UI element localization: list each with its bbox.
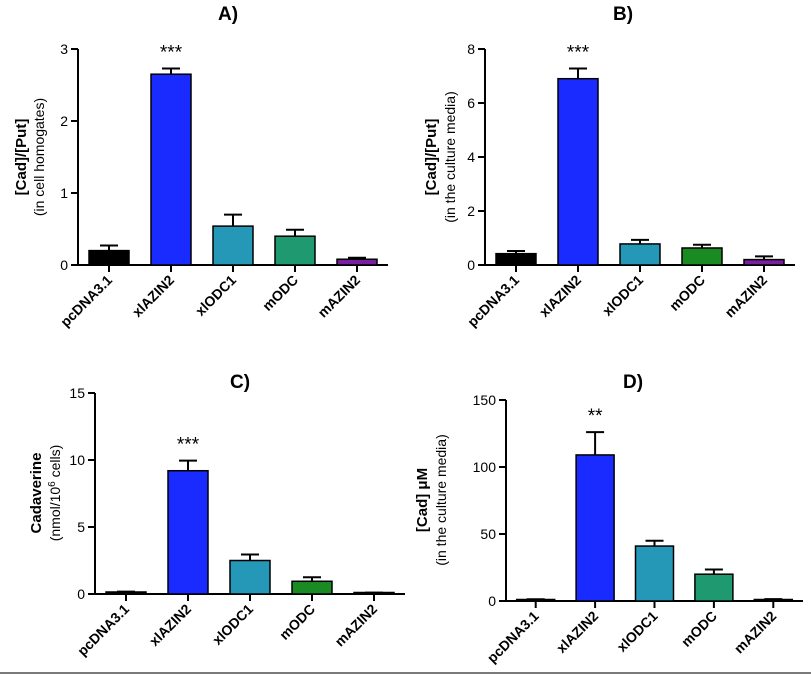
y-tick-label: 8 bbox=[467, 41, 475, 57]
x-tick-label: mAZIN2 bbox=[721, 272, 770, 321]
y-tick-label: 0 bbox=[488, 593, 496, 609]
bar-mODC bbox=[274, 235, 316, 266]
chart-panel-b: B) [Cad]/[Put] (in the culture media) 0 2 4 6 8… bbox=[423, 4, 795, 330]
bar-mAZIN2 bbox=[743, 258, 785, 266]
bar-xlAZIN2 bbox=[150, 73, 192, 266]
x-tick-label: xlAZIN2 bbox=[146, 601, 194, 649]
chart-panel-c: C) Cadaverine (nmol/106 cells) 0 5 10 15 pcDNA3… bbox=[28, 372, 405, 659]
bar-xlODC1 bbox=[229, 559, 271, 595]
bar-pcDNA3.1 bbox=[515, 598, 556, 602]
chart-title: D) bbox=[623, 372, 643, 393]
significance-marker: *** bbox=[160, 42, 183, 63]
bar-xlODC1 bbox=[212, 225, 254, 266]
y-tick-label: 2 bbox=[467, 203, 475, 219]
y-tick-label: 4 bbox=[467, 149, 475, 165]
y-tick-label: 15 bbox=[69, 385, 85, 401]
x-tick-label: xlAZIN2 bbox=[129, 272, 177, 320]
significance-marker: ** bbox=[588, 406, 603, 427]
x-tick-label: pcDNA3.1 bbox=[57, 272, 115, 330]
bar-pcDNA3.1 bbox=[105, 591, 147, 595]
bar-xlAZIN2 bbox=[575, 454, 615, 602]
bar-mODC bbox=[291, 580, 333, 595]
x-tick-label: mODC bbox=[259, 272, 301, 314]
x-tick-label: mAZIN2 bbox=[731, 608, 780, 657]
bar-mAZIN2 bbox=[753, 598, 794, 602]
y-axis-label: [Cad]/[Put] bbox=[13, 119, 30, 196]
y-tick-label: 100 bbox=[473, 459, 497, 475]
bar-pcDNA3.1 bbox=[88, 249, 130, 266]
x-tick-label: mAZIN2 bbox=[314, 272, 363, 321]
y-axis-sublabel: (in the culture media) bbox=[433, 434, 449, 566]
x-tick-label: mODC bbox=[276, 601, 318, 643]
bottom-border bbox=[0, 672, 811, 674]
y-tick-label: 0 bbox=[467, 257, 475, 273]
y-axis-sublabel: (nmol/106 cells) bbox=[47, 445, 64, 542]
bar-xlODC1 bbox=[619, 243, 661, 266]
significance-marker: *** bbox=[567, 42, 590, 63]
significance-marker: *** bbox=[177, 435, 200, 456]
y-tick-label: 150 bbox=[473, 392, 497, 408]
bar-xlAZIN2 bbox=[557, 77, 599, 266]
chart-panel-d: D) [Cad] μM (in the culture media) 0 50 100 15… bbox=[414, 372, 803, 666]
y-axis-label: Cadaverine bbox=[28, 453, 45, 534]
x-tick-label: xlODC1 bbox=[209, 601, 256, 648]
chart-title: A) bbox=[218, 4, 238, 25]
y-tick-label: 1 bbox=[60, 185, 68, 201]
chart-panel-a: A) [Cad]/[Put] (in cell homogates) 0 1 2 3 pcDN… bbox=[13, 4, 388, 330]
y-tick-label: 5 bbox=[77, 519, 85, 535]
y-tick-label: 3 bbox=[60, 41, 68, 57]
y-tick-label: 2 bbox=[60, 113, 68, 129]
bar-xlAZIN2 bbox=[167, 469, 209, 595]
y-axis-sublabel: (in cell homogates) bbox=[31, 98, 47, 216]
x-tick-label: xlODC1 bbox=[599, 272, 646, 319]
y-axis-label: [Cad] μM bbox=[414, 468, 431, 532]
x-tick-label: pcDNA3.1 bbox=[464, 272, 522, 330]
y-tick-label: 50 bbox=[480, 526, 496, 542]
x-tick-label: mODC bbox=[666, 272, 708, 314]
x-tick-label: pcDNA3.1 bbox=[484, 608, 542, 666]
x-tick-label: mODC bbox=[678, 608, 720, 650]
y-tick-label: 0 bbox=[60, 257, 68, 273]
bar-mODC bbox=[694, 573, 734, 602]
y-axis-sublabel: (in the culture media) bbox=[442, 91, 458, 223]
chart-title: B) bbox=[613, 4, 633, 25]
x-tick-label: pcDNA3.1 bbox=[74, 601, 132, 659]
x-tick-label: xlODC1 bbox=[192, 272, 239, 319]
bar-mAZIN2 bbox=[353, 591, 395, 595]
bar-mAZIN2 bbox=[336, 258, 378, 266]
x-tick-label: xlAZIN2 bbox=[553, 608, 601, 656]
bar-xlODC1 bbox=[634, 545, 675, 602]
bar-pcDNA3.1 bbox=[495, 252, 537, 266]
x-tick-label: xlAZIN2 bbox=[536, 272, 584, 320]
y-tick-label: 10 bbox=[69, 452, 85, 468]
bar-mODC bbox=[681, 247, 723, 266]
y-tick-label: 6 bbox=[467, 95, 475, 111]
x-tick-label: mAZIN2 bbox=[331, 601, 380, 650]
chart-title: C) bbox=[230, 372, 250, 393]
y-axis-label: [Cad]/[Put] bbox=[423, 119, 440, 196]
x-tick-label: xlODC1 bbox=[614, 608, 661, 655]
y-tick-label: 0 bbox=[77, 586, 85, 602]
